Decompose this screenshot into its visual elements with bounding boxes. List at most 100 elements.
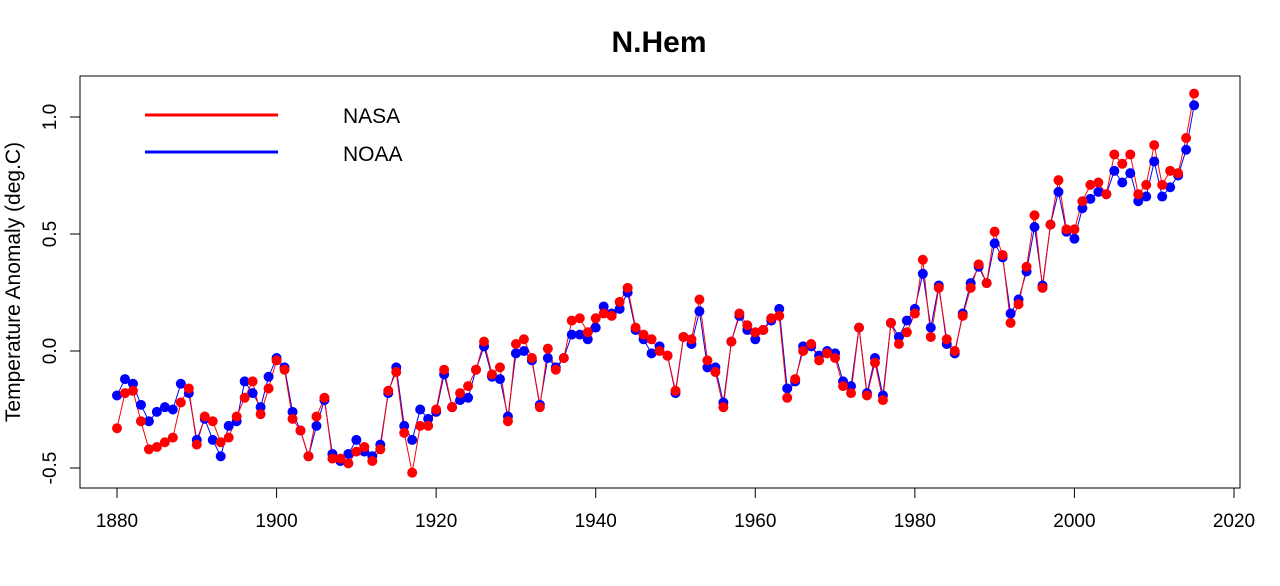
data-point-nasa (1061, 224, 1072, 235)
data-point-nasa (119, 388, 130, 399)
data-point-nasa (479, 336, 490, 347)
data-point-nasa (854, 322, 865, 333)
data-point-noaa (750, 334, 761, 345)
series-points-noaa (112, 100, 1200, 466)
data-point-nasa (774, 310, 785, 321)
data-point-noaa (518, 346, 529, 356)
data-point-nasa (335, 453, 346, 464)
data-point-noaa (598, 301, 609, 312)
data-point-noaa (694, 306, 705, 317)
x-tick-label: 1920 (415, 511, 457, 532)
data-point-noaa (407, 434, 418, 445)
data-point-nasa (638, 329, 649, 340)
data-point-noaa (311, 420, 322, 431)
data-point-nasa (383, 385, 394, 396)
data-point-nasa (1117, 158, 1128, 169)
data-point-nasa (997, 250, 1008, 261)
data-point-nasa (1149, 140, 1160, 151)
data-point-nasa (630, 322, 641, 333)
data-point-noaa (159, 402, 170, 413)
data-point-nasa (1157, 179, 1168, 190)
data-point-nasa (981, 278, 992, 289)
data-point-noaa (463, 392, 474, 403)
data-point-nasa (1141, 179, 1152, 190)
data-point-nasa (542, 343, 553, 354)
data-point-nasa (582, 327, 593, 338)
data-point-nasa (494, 362, 505, 373)
data-point-nasa (933, 282, 944, 293)
x-tick-label: 2000 (1053, 511, 1095, 532)
data-point-noaa (646, 348, 657, 359)
data-point-noaa (399, 420, 410, 431)
data-point-noaa (510, 348, 521, 359)
series-layer (112, 88, 1200, 478)
data-point-nasa (869, 357, 880, 368)
data-point-nasa (175, 397, 186, 408)
data-point-nasa (1133, 189, 1144, 200)
data-point-nasa (526, 353, 537, 364)
data-point-nasa (359, 441, 370, 452)
data-point-nasa (215, 437, 226, 448)
data-point-nasa (782, 392, 793, 403)
data-point-nasa (598, 308, 609, 319)
data-point-nasa (694, 294, 705, 305)
data-point-noaa (415, 404, 426, 415)
data-point-nasa (877, 395, 888, 406)
data-point-nasa (279, 364, 290, 375)
data-point-nasa (550, 364, 561, 375)
data-point-nasa (1093, 177, 1104, 188)
data-point-noaa (542, 353, 553, 364)
data-point-nasa (718, 402, 729, 413)
x-tick-label: 1980 (894, 511, 936, 532)
data-point-nasa (909, 308, 920, 319)
plot-frame (79, 75, 1241, 489)
data-point-nasa (1189, 88, 1200, 99)
data-point-noaa (343, 448, 354, 459)
data-point-nasa (239, 392, 250, 403)
data-point-noaa (893, 331, 904, 342)
data-point-noaa (1157, 191, 1168, 202)
data-point-nasa (343, 458, 354, 469)
data-point-nasa (231, 411, 242, 422)
data-point-nasa (1085, 179, 1096, 190)
data-point-nasa (1125, 149, 1136, 160)
data-point-noaa (287, 406, 298, 417)
data-point-noaa (1117, 177, 1128, 188)
data-point-noaa (119, 374, 130, 385)
data-point-nasa (367, 455, 378, 466)
data-point-nasa (686, 334, 697, 345)
data-point-nasa (127, 385, 138, 396)
data-point-nasa (471, 364, 482, 375)
data-point-nasa (375, 444, 386, 455)
legend-label-nasa: NASA (343, 105, 400, 128)
data-point-nasa (319, 392, 330, 403)
data-point-noaa (1005, 308, 1016, 319)
data-point-noaa (215, 451, 226, 462)
data-point-nasa (798, 346, 809, 356)
data-point-nasa (925, 331, 936, 342)
data-point-noaa (1053, 186, 1064, 197)
data-point-nasa (574, 313, 585, 324)
data-point-nasa (399, 427, 410, 438)
data-point-noaa (247, 388, 258, 399)
data-point-nasa (646, 334, 657, 345)
x-tick-label: 1900 (255, 511, 297, 532)
data-point-nasa (838, 381, 849, 392)
data-point-nasa (758, 324, 769, 335)
data-point-nasa (822, 348, 833, 359)
data-point-noaa (223, 420, 234, 431)
data-point-nasa (1101, 189, 1112, 200)
data-point-nasa (614, 296, 625, 307)
x-axis: 1880 1900 1920 1940 1960 1980 2000 2020 (96, 487, 1255, 532)
data-point-noaa (112, 390, 122, 401)
data-point-noaa (1141, 191, 1152, 202)
data-point-nasa (606, 310, 617, 321)
data-point-nasa (1005, 317, 1016, 328)
y-tick-label: 1.0 (40, 104, 61, 130)
data-point-noaa (207, 434, 218, 445)
data-point-nasa (662, 350, 673, 361)
data-point-nasa (303, 451, 314, 462)
data-point-nasa (447, 402, 458, 413)
data-point-noaa (1165, 182, 1176, 193)
